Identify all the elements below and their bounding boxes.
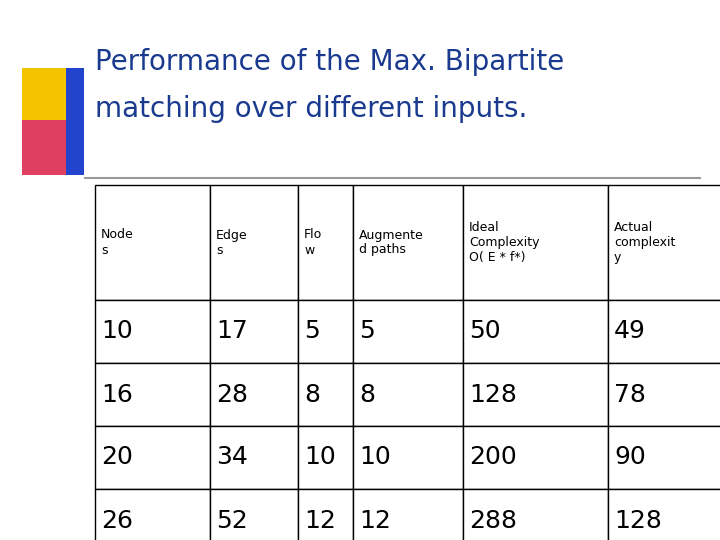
Text: 5: 5 (304, 320, 320, 343)
Bar (95, 489, 210, 540)
Text: 8: 8 (359, 382, 375, 407)
Bar (463, 489, 608, 540)
Bar (210, 363, 298, 426)
Text: Augmente
d paths: Augmente d paths (359, 228, 424, 256)
Bar (463, 363, 608, 426)
Bar (22, 120, 72, 175)
Bar (608, 300, 720, 363)
Text: 50: 50 (469, 320, 500, 343)
Bar (298, 489, 353, 540)
Text: Node
s: Node s (101, 228, 134, 256)
Bar (608, 489, 720, 540)
Bar (463, 185, 608, 300)
Text: Ideal
Complexity
O( E * f*): Ideal Complexity O( E * f*) (469, 221, 539, 264)
Bar (353, 300, 463, 363)
Bar (298, 426, 353, 489)
Text: 78: 78 (614, 382, 646, 407)
Text: 10: 10 (304, 446, 336, 469)
Bar (353, 426, 463, 489)
Bar (463, 426, 608, 489)
Bar (210, 426, 298, 489)
Text: 17: 17 (216, 320, 248, 343)
Bar (95, 363, 210, 426)
Bar (298, 363, 353, 426)
Text: 49: 49 (614, 320, 646, 343)
Text: 8: 8 (304, 382, 320, 407)
Bar (210, 300, 298, 363)
Text: 34: 34 (216, 446, 248, 469)
Bar (608, 363, 720, 426)
Bar (608, 426, 720, 489)
Text: 26: 26 (101, 509, 133, 532)
Bar (66, 68, 84, 175)
Bar (210, 489, 298, 540)
Text: 12: 12 (359, 509, 391, 532)
Bar (95, 185, 210, 300)
Bar (353, 185, 463, 300)
Text: Actual
complexit
y: Actual complexit y (614, 221, 675, 264)
Text: 128: 128 (469, 382, 517, 407)
Bar (210, 185, 298, 300)
Text: Edge
s: Edge s (216, 228, 248, 256)
Text: matching over different inputs.: matching over different inputs. (95, 95, 527, 123)
Text: 28: 28 (216, 382, 248, 407)
Bar (608, 185, 720, 300)
Bar (463, 300, 608, 363)
Bar (298, 185, 353, 300)
Text: 52: 52 (216, 509, 248, 532)
Text: Flo
w: Flo w (304, 228, 323, 256)
Bar (353, 363, 463, 426)
Bar (95, 300, 210, 363)
Text: 10: 10 (359, 446, 391, 469)
Text: Performance of the Max. Bipartite: Performance of the Max. Bipartite (95, 48, 564, 76)
Text: 128: 128 (614, 509, 662, 532)
Bar (298, 300, 353, 363)
Bar (22, 68, 72, 123)
Text: 288: 288 (469, 509, 517, 532)
Text: 10: 10 (101, 320, 132, 343)
Text: 20: 20 (101, 446, 133, 469)
Text: 16: 16 (101, 382, 133, 407)
Text: 90: 90 (614, 446, 646, 469)
Bar (95, 426, 210, 489)
Bar (353, 489, 463, 540)
Text: 12: 12 (304, 509, 336, 532)
Text: 200: 200 (469, 446, 517, 469)
Text: 5: 5 (359, 320, 374, 343)
